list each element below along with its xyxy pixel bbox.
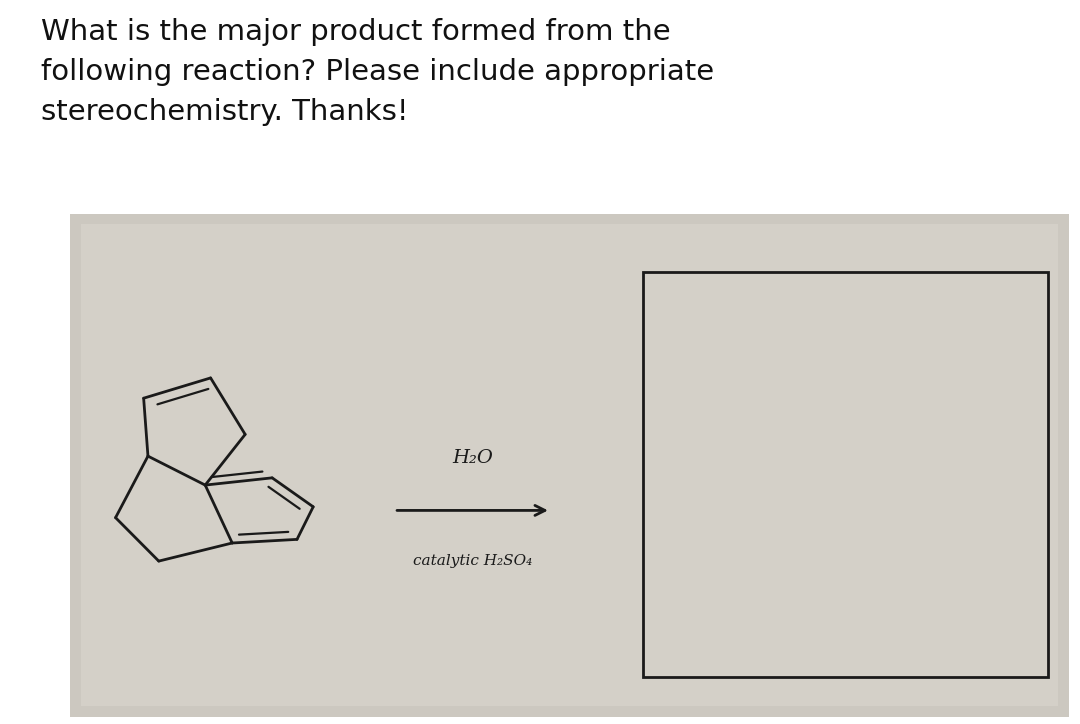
Bar	[81, 224, 1058, 706]
Bar	[70, 214, 1069, 717]
Text: What is the major product formed from the
following reaction? Please include app: What is the major product formed from th…	[41, 18, 714, 126]
Text: catalytic H₂SO₄: catalytic H₂SO₄	[414, 554, 532, 568]
Text: H₂O: H₂O	[453, 449, 494, 467]
Bar	[643, 272, 1048, 677]
